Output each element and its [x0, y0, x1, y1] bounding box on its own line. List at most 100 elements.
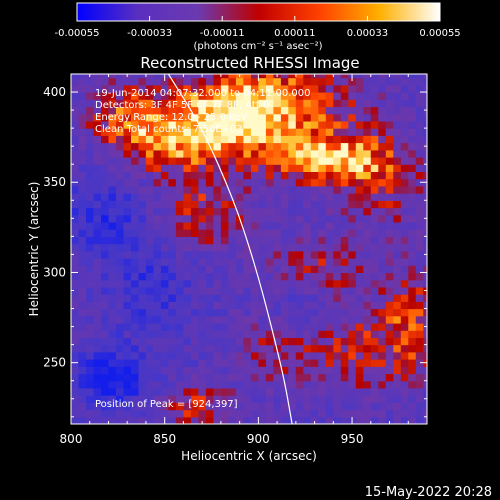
heatmap-cell [400, 272, 409, 281]
heatmap-cell [333, 294, 342, 302]
heatmap-cell [393, 279, 402, 288]
heatmap-cell [363, 106, 372, 115]
heatmap-cell [93, 164, 102, 172]
heatmap-cell [265, 77, 274, 86]
heatmap-cell [101, 236, 110, 245]
heatmap-cell [123, 236, 132, 245]
heatmap-cell [295, 301, 304, 310]
heatmap-cell [116, 272, 125, 281]
heatmap-cell [205, 301, 214, 310]
heatmap-cell [153, 120, 162, 129]
heatmap-cell [138, 106, 147, 115]
heatmap-cell [288, 92, 297, 100]
heatmap-cell [160, 113, 169, 122]
heatmap-cell [348, 200, 357, 209]
heatmap-cell [108, 171, 117, 180]
heatmap-cell [168, 416, 177, 424]
heatmap-cell [71, 193, 80, 201]
heatmap-cell [235, 373, 244, 382]
heatmap-cell [220, 149, 229, 158]
heatmap-cell [370, 149, 379, 158]
heatmap-cell [145, 323, 154, 331]
heatmap-cell [145, 308, 154, 317]
heatmap-cell [235, 330, 244, 338]
heatmap-cell [258, 359, 267, 367]
heatmap-cell [78, 265, 87, 273]
heatmap-cell [228, 337, 237, 346]
heatmap-cell [280, 77, 289, 86]
heatmap-cell [243, 380, 252, 389]
heatmap-cell [131, 74, 140, 79]
heatmap-cell [138, 135, 147, 144]
heatmap-cell [116, 106, 125, 115]
heatmap-cell [273, 77, 282, 86]
heatmap-cell [198, 272, 207, 281]
heatmap-cell [385, 308, 394, 317]
heatmap-cell [250, 77, 259, 86]
chart-title: Reconstructed RHESSI Image [140, 54, 359, 72]
heatmap-cell [205, 359, 214, 367]
heatmap-cell [175, 387, 184, 396]
heatmap-cell [318, 330, 327, 338]
heatmap-cell [303, 164, 312, 172]
heatmap-cell [400, 359, 409, 367]
heatmap-cell [318, 120, 327, 129]
heatmap-cell [138, 315, 147, 324]
heatmap-cell [250, 344, 259, 353]
heatmap-cell [235, 142, 244, 151]
heatmap-cell [423, 416, 427, 424]
heatmap-cell [213, 416, 222, 424]
heatmap-cell [288, 142, 297, 151]
heatmap-cell [228, 409, 237, 418]
heatmap-cell [93, 286, 102, 295]
heatmap-cell [280, 308, 289, 317]
heatmap-cell [363, 337, 372, 346]
heatmap-cell [220, 157, 229, 165]
heatmap-cell [198, 157, 207, 165]
heatmap-cell [145, 149, 154, 158]
heatmap-cell [288, 149, 297, 158]
heatmap-cell [415, 193, 424, 201]
heatmap-cell [213, 409, 222, 418]
heatmap-cell [400, 258, 409, 266]
heatmap-cell [265, 337, 274, 346]
heatmap-cell [175, 77, 184, 86]
heatmap-cell [303, 265, 312, 273]
heatmap-cell [93, 99, 102, 108]
heatmap-cell [220, 193, 229, 201]
heatmap-cell [355, 308, 364, 317]
heatmap-cell [363, 250, 372, 259]
heatmap-cell [243, 373, 252, 382]
heatmap-cell [393, 373, 402, 382]
heatmap-cell [385, 120, 394, 129]
heatmap-cell [93, 380, 102, 389]
heatmap-cell [408, 178, 417, 187]
heatmap-cell [280, 243, 289, 252]
heatmap-cell [408, 128, 417, 136]
heatmap-cell [273, 207, 282, 216]
heatmap-cell [183, 171, 192, 180]
heatmap-cell [348, 323, 357, 331]
heatmap-cell [145, 214, 154, 223]
heatmap-cell [205, 74, 214, 79]
heatmap-cell [318, 416, 327, 424]
heatmap-cell [153, 380, 162, 389]
heatmap-cell [295, 337, 304, 346]
heatmap-cell [423, 164, 427, 172]
heatmap-cell [370, 171, 379, 180]
heatmap-cell [71, 113, 80, 122]
heatmap-cell [78, 308, 87, 317]
heatmap-cell [265, 395, 274, 403]
heatmap-cell [265, 380, 274, 389]
heatmap-cell [205, 200, 214, 209]
heatmap-cell [116, 279, 125, 288]
heatmap-cell [348, 301, 357, 310]
heatmap-cell [101, 351, 110, 360]
heatmap-cell [235, 402, 244, 411]
heatmap-cell [71, 308, 80, 317]
heatmap-cell [116, 258, 125, 266]
heatmap-cell [138, 380, 147, 389]
heatmap-cell [108, 77, 117, 86]
heatmap-cell [243, 243, 252, 252]
heatmap-cell [198, 77, 207, 86]
